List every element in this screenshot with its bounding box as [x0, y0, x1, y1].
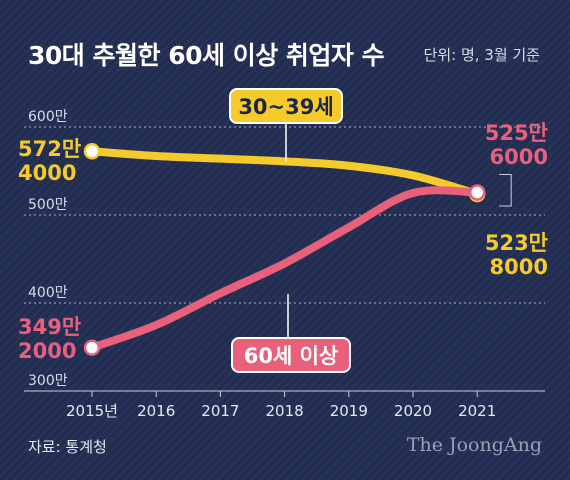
x-tick-label: 2019: [330, 402, 368, 420]
end-bracket-60plus: [499, 173, 512, 193]
unit-note: 단위: 명, 3월 기준: [423, 46, 540, 64]
series-line-60plus: [88, 186, 482, 352]
value-label-30s-start: 572만 4000: [18, 137, 81, 185]
y-tick-label: 300만: [28, 373, 68, 389]
source-note: 자료: 통계청: [28, 438, 107, 456]
legend-callout-30s-text: 30~39세: [238, 95, 333, 119]
y-tick-label: 400만: [28, 285, 68, 301]
y-tick-label: 600만: [28, 109, 68, 125]
x-tick-label: 2021: [458, 402, 496, 420]
value-label-30s-end: 523만 8000: [485, 231, 548, 279]
x-tick-label: 2016: [137, 402, 175, 420]
page-title: 30대 추월한 60세 이상 취업자 수: [28, 41, 385, 70]
marker-60plus-start: [83, 339, 101, 356]
value-label-60plus-start: 349만 2000: [18, 315, 81, 363]
y-tick-label: 500만: [28, 197, 68, 213]
marker-30s-start: [83, 143, 101, 160]
value-label-60plus-end: 525만 6000: [485, 121, 548, 169]
x-tick-label: 2015년: [66, 402, 118, 420]
x-tick-label: 2020: [394, 402, 432, 420]
legend-callout-60plus-text: 60세 이상: [244, 344, 339, 368]
series-line-30s: [88, 147, 482, 199]
end-bracket-30s: [499, 192, 512, 207]
x-tick-label: 2018: [266, 402, 304, 420]
publisher-logo: The JoongAng: [406, 434, 542, 456]
legend-callout-30s-box: [229, 88, 343, 124]
marker-60plus-end: [468, 184, 486, 201]
x-tick-label: 2017: [201, 402, 239, 420]
legend-callout-60plus-box: [231, 337, 351, 373]
